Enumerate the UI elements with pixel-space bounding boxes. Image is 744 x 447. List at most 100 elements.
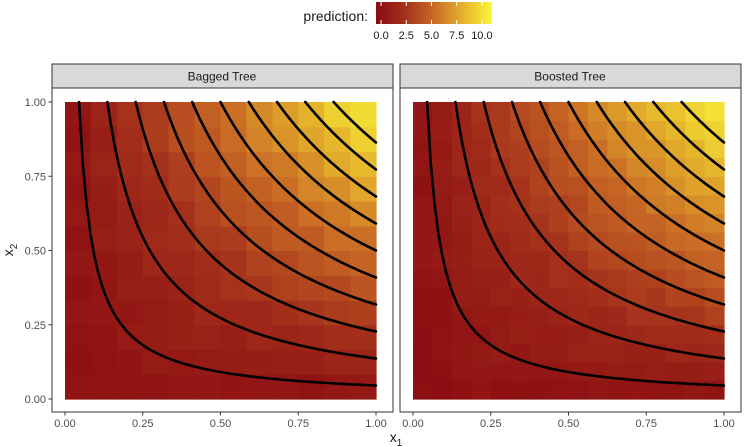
contour-lines bbox=[77, 100, 378, 387]
heatmap-cell bbox=[65, 151, 92, 177]
heatmap-cell bbox=[471, 231, 492, 252]
heatmap-cell bbox=[471, 120, 492, 140]
panel-title: Boosted Tree bbox=[534, 70, 606, 84]
heatmap-cell bbox=[510, 139, 531, 159]
contour-line bbox=[623, 100, 726, 198]
heatmap-cell bbox=[298, 126, 325, 153]
heatmap-cell bbox=[607, 194, 628, 214]
heatmap-cell bbox=[685, 269, 706, 289]
heatmap-cell bbox=[607, 380, 628, 400]
heatmap-cell bbox=[298, 102, 325, 128]
heatmap-cell bbox=[568, 102, 589, 122]
heatmap-cell bbox=[451, 139, 472, 159]
heatmap-cell bbox=[510, 306, 531, 326]
contour-line bbox=[482, 100, 726, 333]
heatmap-cell bbox=[568, 287, 589, 307]
heatmap-cell bbox=[665, 287, 686, 307]
heatmap-cell bbox=[607, 102, 628, 122]
y-tick-label: 0.00 bbox=[25, 394, 46, 406]
heatmap-cell bbox=[549, 343, 570, 363]
heatmap-cell bbox=[142, 151, 170, 177]
heatmap-cell bbox=[471, 343, 492, 363]
heatmap-cell bbox=[490, 102, 511, 122]
heatmap-cell bbox=[490, 194, 511, 214]
x-tick-label: 0.75 bbox=[636, 418, 657, 430]
heatmap-cell bbox=[510, 324, 531, 344]
heatmap-cell bbox=[272, 151, 299, 177]
heatmap-cell bbox=[626, 306, 647, 326]
heatmap-cell bbox=[413, 139, 434, 159]
heatmap-cell bbox=[529, 120, 550, 140]
heatmap-cell bbox=[704, 157, 725, 177]
heatmap-cell bbox=[451, 231, 472, 252]
heatmap-cell bbox=[168, 374, 196, 400]
heatmap-cell bbox=[413, 157, 434, 177]
heatmap-cell bbox=[665, 250, 686, 270]
contour-line bbox=[162, 100, 378, 306]
heatmap-cell bbox=[194, 275, 222, 301]
contour-line bbox=[454, 100, 726, 360]
heatmap-cell bbox=[471, 176, 492, 196]
heatmap-cell bbox=[529, 231, 550, 252]
x-tick-label: 0.75 bbox=[288, 418, 309, 430]
y-axis-title: x2 bbox=[0, 243, 20, 256]
heatmap-cell bbox=[529, 102, 550, 122]
heatmap-cell bbox=[194, 324, 222, 351]
heatmap-cell bbox=[704, 176, 725, 196]
heatmap-cell bbox=[607, 361, 628, 382]
heatmap-cell bbox=[646, 157, 667, 177]
heatmap-cell bbox=[298, 374, 325, 400]
heatmap-cell bbox=[490, 324, 511, 344]
heatmap-cell bbox=[529, 306, 550, 326]
heatmap-cell bbox=[568, 231, 589, 252]
contour-line bbox=[567, 100, 726, 252]
heatmap-cell bbox=[194, 374, 222, 400]
heatmap-cell bbox=[432, 157, 453, 177]
heatmap-cell bbox=[65, 374, 92, 400]
heatmap-cell bbox=[90, 176, 118, 202]
heatmap-cell bbox=[490, 380, 511, 400]
heatmap-cell bbox=[646, 287, 667, 307]
heatmap-cell bbox=[607, 306, 628, 326]
heatmap-cell bbox=[413, 324, 434, 344]
heatmap-cell bbox=[116, 300, 144, 326]
heatmap-cell bbox=[116, 374, 144, 400]
heatmap-cell bbox=[490, 361, 511, 382]
heatmap-cell bbox=[704, 194, 725, 214]
heatmap-cell bbox=[665, 231, 686, 252]
panel-bagged-tree: Bagged Tree bbox=[51, 63, 394, 413]
heatmap-cell bbox=[65, 250, 92, 276]
x-axis-boosted: 0.00 0.25 0.50 0.75 1.00 bbox=[402, 412, 735, 430]
heatmap-cell bbox=[646, 213, 667, 233]
heatmap-cell bbox=[587, 102, 608, 122]
heatmap-cell bbox=[142, 300, 170, 326]
legend-tick-label: 5.0 bbox=[424, 30, 439, 42]
x-tick-label: 0.00 bbox=[402, 418, 423, 430]
heatmap-cell bbox=[587, 213, 608, 233]
heatmap-cell bbox=[432, 361, 453, 382]
heatmap-cell bbox=[529, 269, 550, 289]
y-tick-label: 0.25 bbox=[25, 320, 46, 332]
heatmap-cell bbox=[168, 225, 196, 252]
heatmap-cell bbox=[587, 120, 608, 140]
heatmap-cell bbox=[220, 275, 247, 301]
heatmap-cell bbox=[220, 374, 247, 400]
heatmap-cell bbox=[587, 306, 608, 326]
contour-lines bbox=[425, 100, 726, 387]
heatmap-cell bbox=[549, 231, 570, 252]
heatmap-cell bbox=[587, 157, 608, 177]
heatmap-cell bbox=[324, 126, 351, 153]
heatmap-cell bbox=[413, 306, 434, 326]
heatmap-cell bbox=[510, 176, 531, 196]
heatmap-cells bbox=[65, 102, 377, 400]
heatmap-cell bbox=[510, 213, 531, 233]
heatmap-cell bbox=[471, 380, 492, 400]
heatmap-cell bbox=[626, 324, 647, 344]
heatmap-cell bbox=[413, 269, 434, 289]
heatmap-cell bbox=[471, 287, 492, 307]
heatmap-cell bbox=[451, 324, 472, 344]
heatmap-cell bbox=[568, 380, 589, 400]
heatmap-cell bbox=[168, 176, 196, 202]
heatmap-cell bbox=[607, 157, 628, 177]
heatmap-cell bbox=[350, 374, 377, 400]
